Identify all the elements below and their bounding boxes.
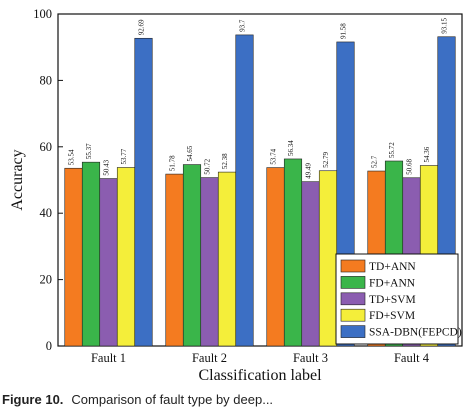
- caption-text: Comparison of fault type by deep...: [71, 392, 274, 407]
- figure-caption: Figure 10. Comparison of fault type by de…: [2, 392, 472, 412]
- bar-value-label: 49.49: [305, 162, 313, 178]
- legend-label: TD+ANN: [369, 261, 416, 273]
- bar-value-label: 93.15: [441, 17, 449, 33]
- bar-value-label: 54.65: [186, 145, 194, 161]
- bar: [116, 167, 136, 347]
- bar: [266, 167, 285, 347]
- legend-label: TD+SVM: [369, 294, 416, 306]
- bar: [235, 34, 254, 347]
- x-tick-label: Fault 4: [394, 351, 430, 365]
- bar-value-label: 51.78: [169, 155, 177, 171]
- y-tick-label: 80: [40, 73, 53, 87]
- legend-swatch: [340, 292, 366, 306]
- bar-value-label: 50.72: [204, 158, 212, 174]
- legend-swatch: [340, 276, 366, 289]
- bar-value-label: 52.7: [371, 155, 379, 168]
- bar-value-label: 50.68: [406, 158, 414, 174]
- bar-value-label: 53.77: [120, 148, 128, 164]
- bar: [182, 164, 202, 347]
- x-tick-label: Fault 1: [91, 351, 126, 365]
- bar-value-label: 92.69: [138, 19, 146, 35]
- bar-value-label: 54.36: [423, 146, 431, 162]
- plot-frame: [57, 13, 463, 347]
- y-tick-label: 20: [40, 273, 53, 287]
- bar: [200, 177, 219, 347]
- legend-label: FD+SVM: [369, 310, 415, 322]
- bar: [301, 181, 320, 347]
- bar: [217, 171, 237, 347]
- bar: [283, 158, 303, 347]
- bar-value-label: 91.58: [340, 23, 348, 39]
- legend-swatch: [340, 308, 366, 322]
- y-tick-label: 60: [40, 140, 53, 154]
- y-tick-label: 100: [33, 7, 52, 21]
- bar-chart: 0 20 40 60 80 100 Fault 1 53.54 55.37 50.43 53.77 9…: [9, 7, 463, 384]
- bar-value-label: 53.74: [270, 148, 278, 164]
- y-tick-label: 40: [40, 206, 53, 220]
- bar: [81, 161, 101, 347]
- y-tick-label: 0: [46, 339, 52, 353]
- x-axis-title: Classification label: [198, 367, 322, 384]
- x-tick-label: Fault 3: [293, 351, 328, 365]
- bar: [99, 178, 118, 347]
- legend-swatch: [340, 259, 366, 273]
- bar: [165, 173, 184, 347]
- bar-value-label: 53.54: [68, 149, 76, 165]
- x-tick-label: Fault 2: [192, 351, 227, 365]
- legend-swatch: [340, 325, 366, 338]
- y-axis-title: Accuracy: [9, 149, 26, 210]
- bar: [134, 37, 153, 347]
- bar-value-label: 55.37: [85, 143, 93, 159]
- bar-value-label: 52.38: [221, 153, 229, 169]
- bar: [318, 170, 338, 347]
- bar: [64, 167, 83, 347]
- legend-label: SSA-DBN(FEPCD): [369, 327, 462, 339]
- bar-value-label: 50.43: [103, 159, 111, 175]
- bar-value-label: 56.34: [287, 140, 295, 156]
- bar-value-label: 52.79: [322, 151, 330, 167]
- bar-value-label: 93.7: [239, 19, 247, 32]
- legend-label: FD+ANN: [369, 277, 416, 289]
- caption-label: Figure 10.: [2, 392, 64, 407]
- bar-value-label: 55.72: [388, 142, 396, 158]
